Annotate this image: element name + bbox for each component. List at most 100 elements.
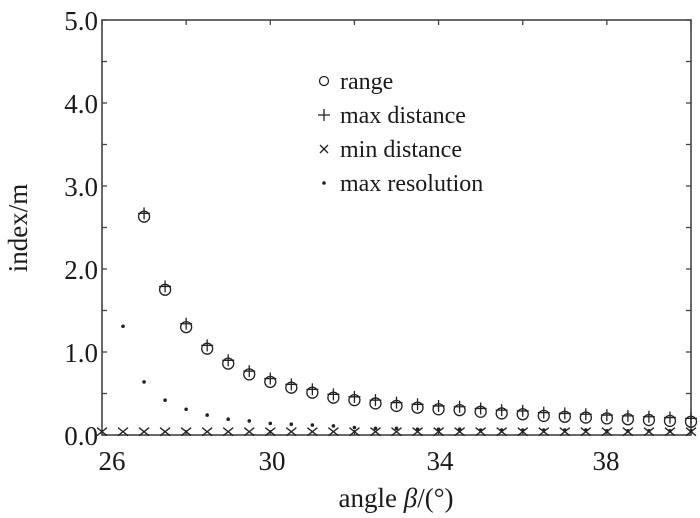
x-tick-label: 30 (259, 446, 286, 476)
point-min-distance (412, 427, 423, 437)
point-min-distance (138, 427, 150, 437)
point-min-distance (117, 427, 129, 437)
point-max-distance (201, 339, 214, 352)
point-max-distance (390, 396, 403, 409)
point-min-distance (433, 427, 444, 437)
point-max-distance (685, 412, 697, 425)
point-max-distance (453, 400, 466, 413)
point-max-distance (159, 280, 172, 293)
point-max-distance (138, 207, 151, 220)
legend-label: max resolution (340, 171, 483, 197)
x-axis-title-symbol: β (403, 483, 418, 513)
point-min-distance (222, 427, 234, 437)
legend-item-max-distance: max distance (318, 103, 466, 129)
legend-item-min-distance: min distance (319, 137, 462, 163)
y-tick-label: 3.0 (64, 172, 98, 202)
point-max-distance (579, 408, 592, 421)
point-max-distance (474, 402, 487, 415)
point-max-resolution (562, 428, 567, 432)
point-min-distance (264, 427, 276, 437)
point-max-resolution (289, 422, 294, 427)
legend-plus-icon (318, 109, 330, 121)
point-max-distance (642, 410, 655, 423)
legend: range max distance min distance max reso… (318, 69, 483, 197)
point-max-distance (369, 394, 382, 407)
point-max-distance (411, 398, 424, 411)
point-max-resolution (499, 428, 504, 432)
point-max-distance (663, 411, 676, 424)
point-min-distance (306, 427, 318, 437)
point-min-distance (349, 427, 360, 437)
point-max-resolution (373, 426, 378, 431)
point-max-resolution (689, 429, 693, 433)
point-max-distance (306, 383, 319, 396)
point-min-distance (454, 427, 466, 437)
point-max-resolution (605, 429, 609, 433)
legend-item-range: range (318, 69, 393, 95)
axis-ticks (101, 19, 692, 436)
point-max-resolution (310, 423, 315, 427)
point-max-distance (516, 404, 529, 417)
y-tick-label: 4.0 (64, 89, 98, 119)
point-max-resolution (163, 398, 167, 402)
point-max-resolution (478, 428, 483, 432)
legend-label: min distance (340, 137, 462, 163)
point-max-distance (348, 390, 361, 403)
point-max-distance (285, 378, 298, 391)
point-max-resolution (226, 417, 231, 422)
legend-item-max-resolution: max resolution (322, 171, 483, 197)
y-tick-labels: 0.0 1.0 2.0 3.0 4.0 5.0 (64, 6, 98, 451)
x-tick-labels: 26 30 34 38 (99, 446, 620, 476)
point-max-distance (180, 317, 193, 330)
point-min-distance (327, 427, 339, 437)
legend-x-icon (319, 144, 329, 154)
x-tick-label: 26 (99, 446, 126, 476)
point-max-distance (600, 409, 613, 422)
point-min-distance (370, 427, 381, 437)
point-min-distance (180, 427, 192, 437)
point-min-distance (285, 427, 297, 437)
y-tick-label: 2.0 (64, 255, 98, 285)
y-axis-title: index/m (3, 184, 33, 273)
point-max-resolution (436, 427, 441, 431)
point-min-distance (391, 427, 402, 437)
point-min-distance (201, 427, 213, 437)
point-max-distance (327, 388, 340, 401)
point-max-resolution (520, 428, 525, 432)
legend-dot-icon (322, 181, 326, 185)
x-tick-label: 38 (593, 446, 620, 476)
point-max-distance (537, 406, 550, 419)
x-axis-title: angle β/(°) (339, 483, 454, 513)
point-max-resolution (205, 413, 209, 417)
y-tick-label: 0.0 (64, 421, 98, 451)
point-max-distance (621, 409, 634, 422)
point-min-distance (159, 427, 171, 437)
point-max-resolution (142, 380, 146, 384)
y-tick-label: 1.0 (64, 338, 98, 368)
point-max-resolution (415, 427, 420, 431)
legend-label: range (340, 69, 393, 95)
point-max-distance (264, 372, 277, 385)
point-max-resolution (626, 429, 630, 433)
x-tick-label: 34 (427, 446, 455, 476)
point-max-distance (243, 365, 256, 378)
point-max-resolution (668, 429, 672, 433)
x-axis-title-prefix: angle (339, 483, 404, 513)
point-max-resolution (331, 424, 336, 428)
point-min-distance (96, 427, 108, 437)
plot-frame (101, 19, 692, 436)
point-max-resolution (184, 407, 188, 412)
point-max-resolution (541, 428, 546, 432)
point-max-resolution (121, 324, 125, 329)
point-min-distance (243, 427, 255, 437)
point-max-resolution (247, 419, 252, 423)
point-max-distance (495, 404, 508, 417)
point-max-resolution (647, 429, 651, 433)
point-max-resolution (268, 421, 273, 426)
point-max-distance (222, 354, 235, 367)
point-max-distance (558, 407, 571, 420)
point-max-resolution (352, 425, 357, 430)
point-max-resolution (394, 426, 399, 431)
point-max-resolution (457, 427, 462, 431)
